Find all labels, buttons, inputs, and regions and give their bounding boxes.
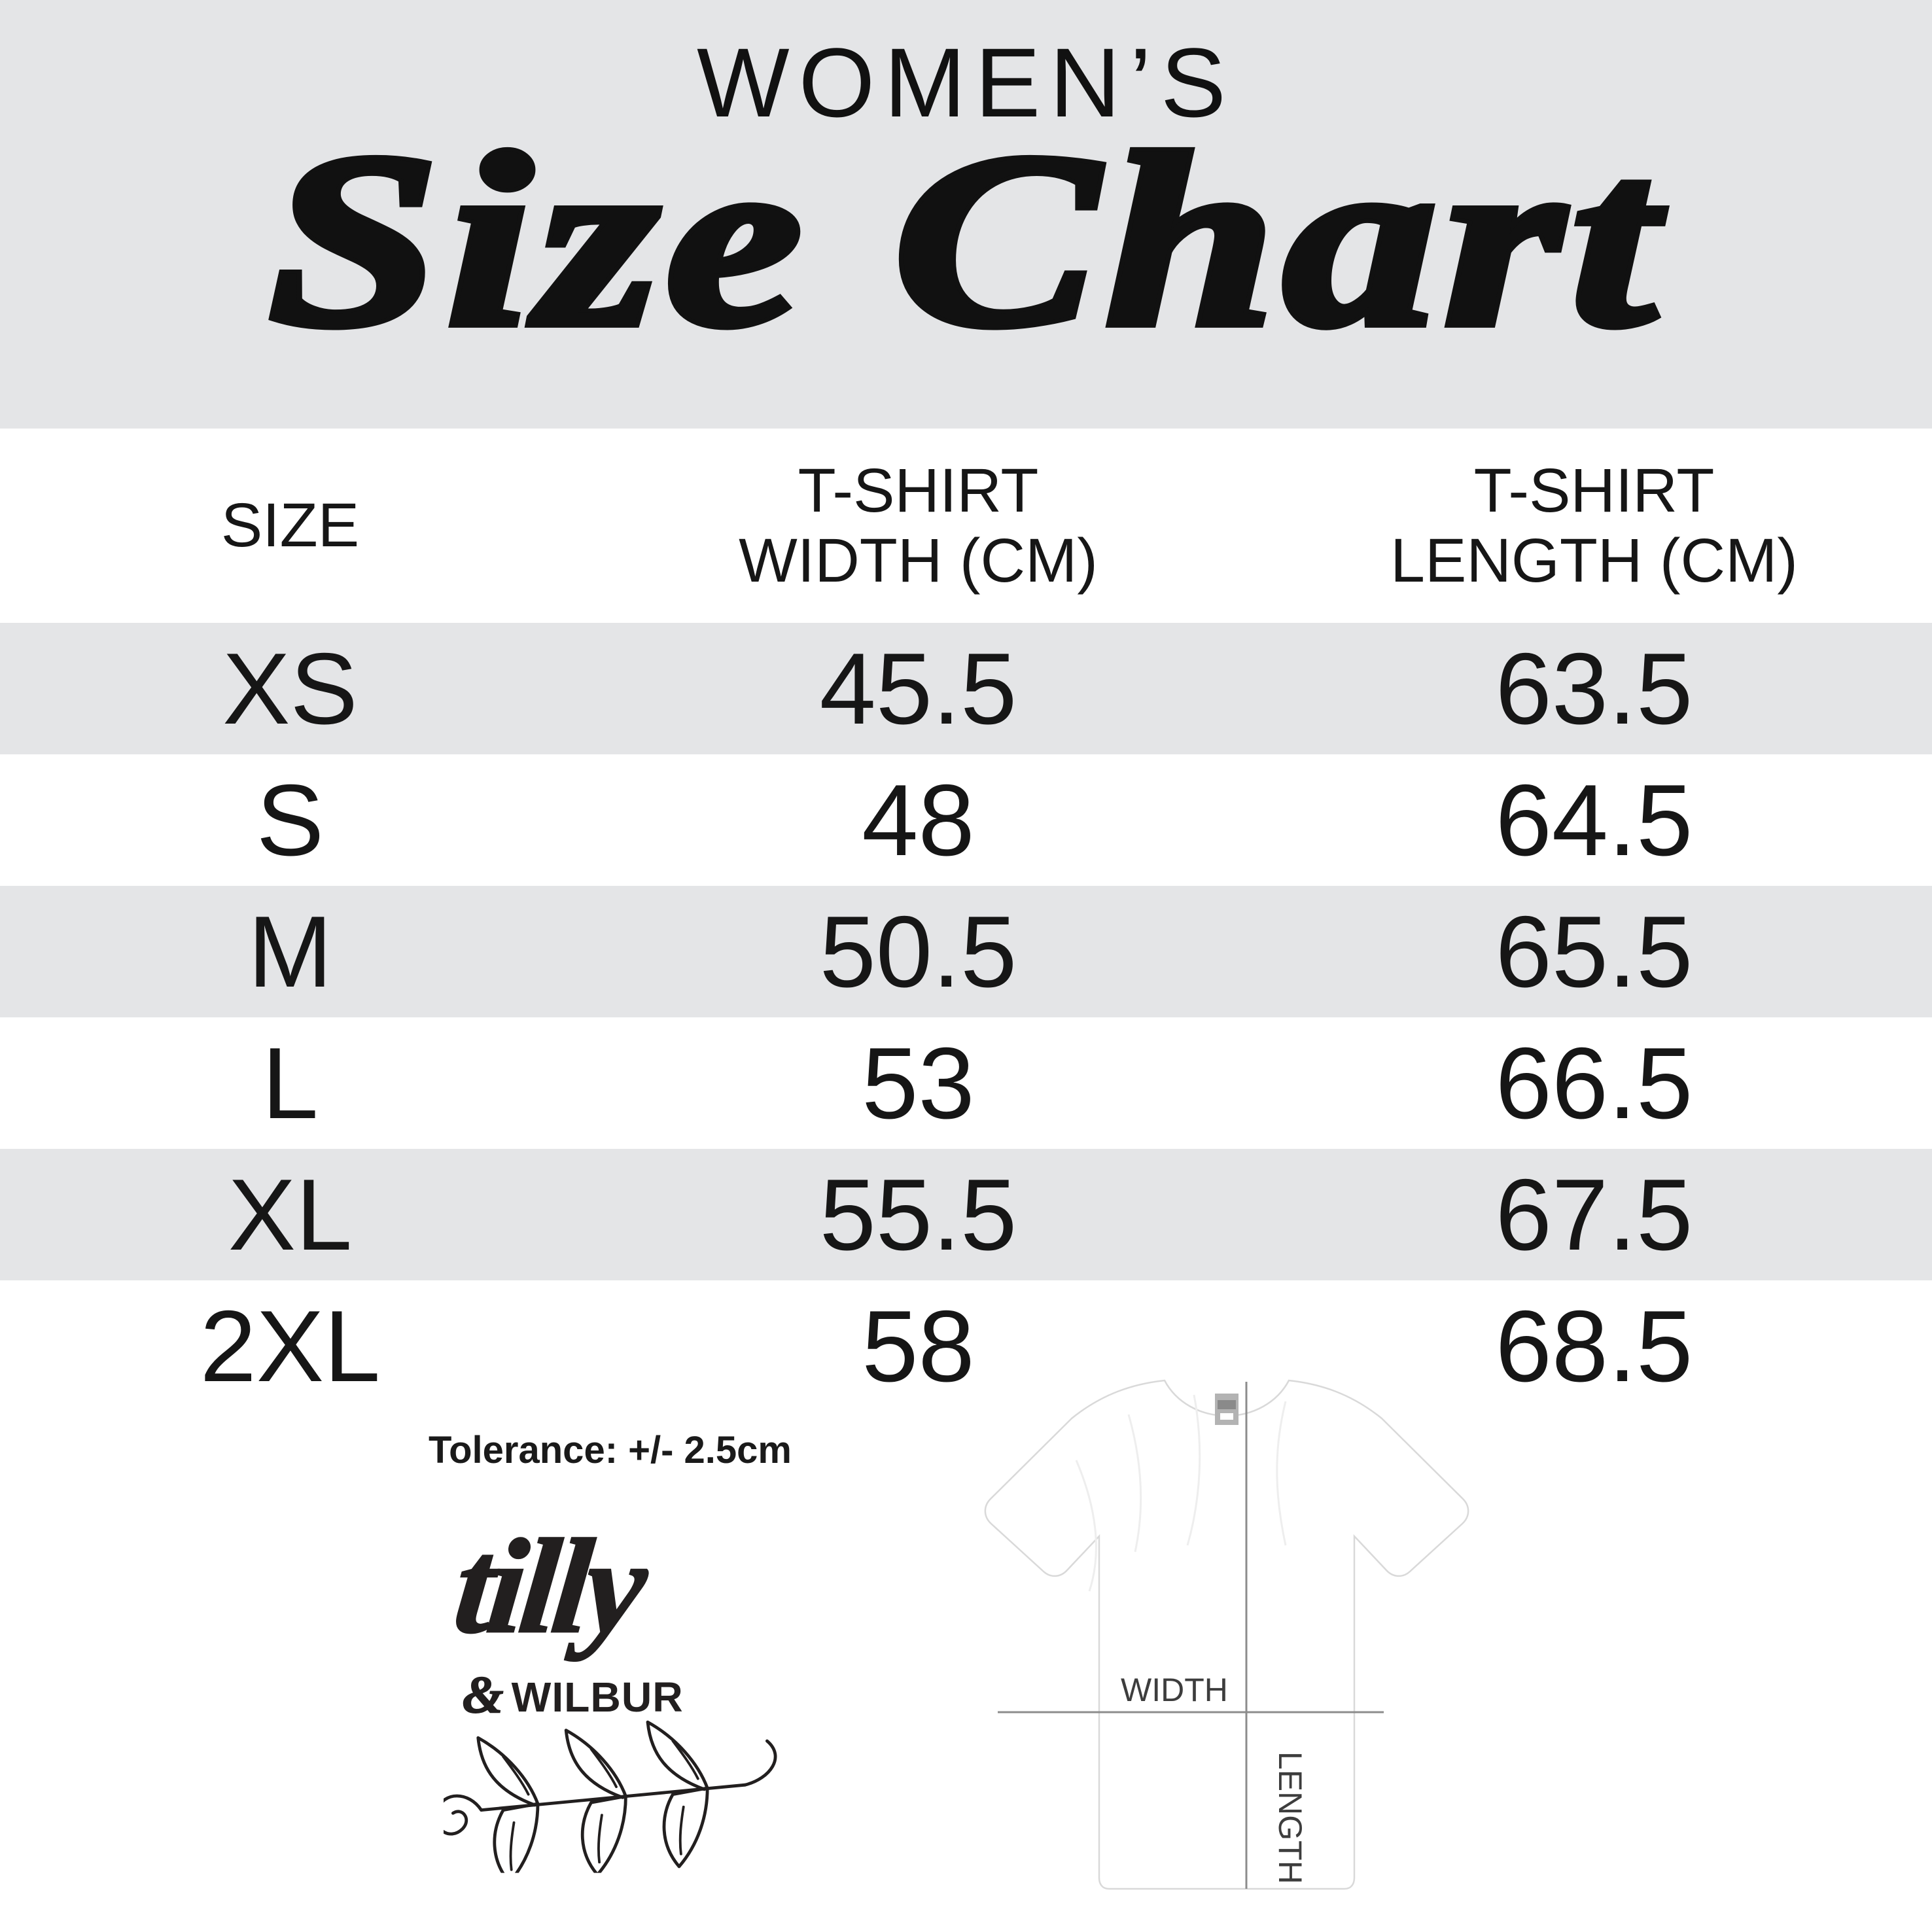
svg-text:LENGTH: LENGTH bbox=[1272, 1751, 1308, 1884]
svg-text:WIDTH: WIDTH bbox=[1121, 1672, 1228, 1708]
